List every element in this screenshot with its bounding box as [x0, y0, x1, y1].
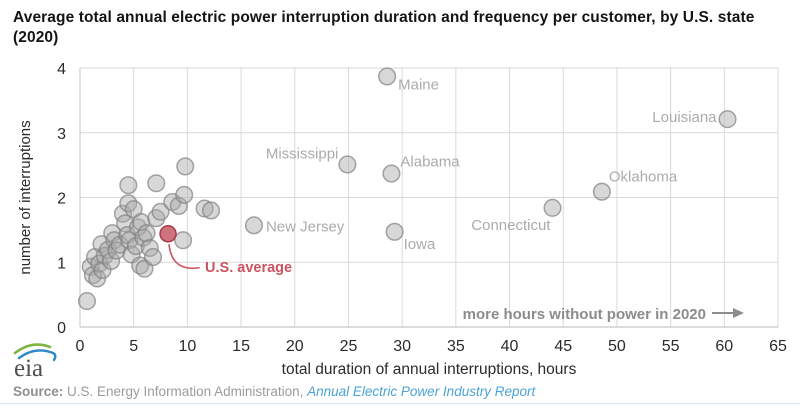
- x-tick-label: 10: [178, 338, 196, 355]
- y-tick-label: 3: [57, 126, 66, 143]
- source-text: U.S. Energy Information Administration,: [63, 384, 308, 399]
- eia-logo-icon: eia: [13, 343, 57, 382]
- scatter-point-alabama: [382, 164, 401, 183]
- scatter-point-maine: [378, 67, 397, 86]
- annotation-more-hours: more hours without power in 2020: [463, 306, 706, 323]
- scatter-point: [176, 157, 195, 176]
- scatter-point: [201, 201, 221, 220]
- x-tick-label: 40: [501, 338, 519, 355]
- x-tick-label: 45: [554, 338, 572, 355]
- bottom-divider: [0, 403, 800, 404]
- scatter-point-iowa: [385, 222, 404, 241]
- y-tick-label: 2: [57, 191, 66, 208]
- source-prefix: Source:: [13, 384, 64, 399]
- annotation-arrow-head: [733, 308, 744, 318]
- x-tick-label: 25: [340, 338, 358, 355]
- x-tick-label: 5: [129, 338, 138, 355]
- scatter-point: [175, 185, 194, 204]
- state-label-connecticut: Connecticut: [471, 217, 551, 234]
- scatter-point-connecticut: [543, 198, 562, 217]
- state-label-louisiana: Louisiana: [652, 109, 717, 126]
- state-label-alabama: Alabama: [400, 154, 460, 171]
- scatter-point: [147, 174, 166, 193]
- x-tick-label: 50: [608, 338, 626, 355]
- scatter-point: [174, 231, 193, 250]
- scatter-point-oklahoma: [592, 182, 611, 201]
- x-tick-label: 35: [447, 338, 465, 355]
- y-tick-label: 4: [57, 61, 66, 78]
- x-tick-label: 30: [393, 338, 411, 355]
- state-label-mississippi: Mississippi: [266, 145, 339, 162]
- scatter-point: [195, 199, 214, 218]
- y-tick-label: 0: [57, 320, 66, 337]
- x-tick-label: 55: [662, 338, 680, 355]
- scatter-point: [169, 196, 188, 215]
- x-tick-label: 60: [715, 338, 733, 355]
- scatter-point-new-jersey: [244, 216, 264, 235]
- x-tick-label: 65: [769, 338, 787, 355]
- y-axis-title: number of interruptions: [17, 120, 34, 274]
- scatter-point: [119, 176, 138, 195]
- y-tick-label: 1: [57, 255, 66, 272]
- scatter-point: [151, 202, 170, 221]
- source-report-link[interactable]: Annual Electric Power Industry Report: [307, 384, 536, 399]
- scatter-point: [143, 248, 163, 267]
- state-label-maine: Maine: [398, 76, 439, 93]
- us-average-label: U.S. average: [205, 260, 292, 276]
- scatter-point-mississippi: [338, 155, 357, 174]
- x-axis-title: total duration of annual interruptions, …: [282, 361, 577, 378]
- scatter-point: [102, 251, 121, 271]
- eia-logo-text: eia: [14, 355, 43, 382]
- state-label-oklahoma: Oklahoma: [609, 169, 678, 186]
- chart-title: Average total annual electric power inte…: [13, 9, 755, 46]
- x-tick-label: 20: [286, 338, 304, 355]
- us-average-leader-line: [168, 243, 200, 270]
- scatter-point: [77, 292, 97, 311]
- state-label-iowa: Iowa: [404, 236, 436, 253]
- x-tick-label: 15: [232, 338, 250, 355]
- state-label-new-jersey: New Jersey: [266, 218, 345, 235]
- scatter-point: [137, 224, 156, 243]
- scatter-point-louisiana: [718, 110, 737, 129]
- x-tick-label: 0: [76, 338, 85, 355]
- eia-logo[interactable]: eia: [8, 338, 64, 384]
- source-line: Source: U.S. Energy Information Administ…: [13, 384, 793, 399]
- us-average-point: [159, 225, 177, 243]
